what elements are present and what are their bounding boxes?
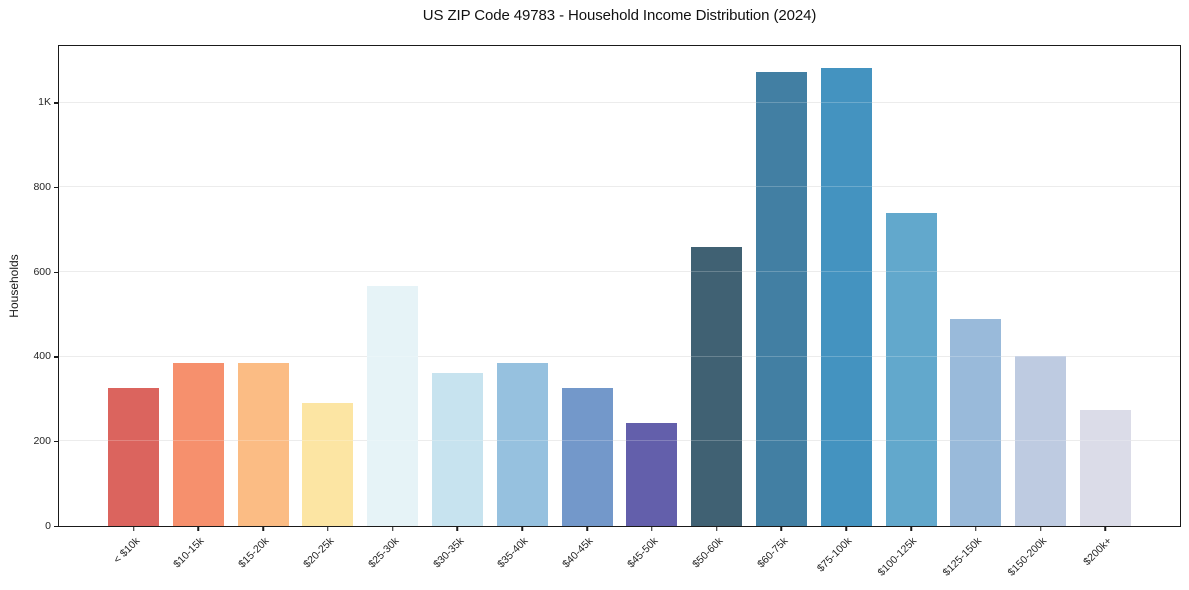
x-tick-mark: [910, 526, 912, 531]
bar: [820, 67, 872, 526]
bar-slot: $150-200k: [1006, 46, 1067, 579]
y-axis-label: Households: [7, 254, 21, 318]
y-axis-ticks: 0 200 400 600 800 1K: [33, 46, 1180, 532]
x-tick-mark: [715, 526, 718, 531]
x-tick-mark: [521, 526, 524, 531]
y-tick-label: 400: [33, 350, 51, 363]
bar-slot: $30-35k: [431, 46, 483, 570]
x-tick-mark: [456, 526, 459, 531]
bar-slot: < $10k: [108, 46, 159, 566]
x-tick-label: $10-15k: [171, 535, 207, 571]
y-tick-mark: [54, 440, 59, 443]
x-tick-mark: [197, 526, 200, 531]
bar: [626, 422, 678, 526]
bar: [108, 387, 159, 526]
x-tick-label: $150-200k: [1005, 535, 1050, 579]
bar-slot: $40-45k: [560, 46, 613, 570]
x-tick-mark: [391, 526, 394, 531]
x-tick-label: $60-75k: [754, 535, 790, 571]
y-tick-label: 1K: [38, 96, 51, 109]
y-tick-label: 200: [33, 434, 51, 447]
x-tick-mark: [132, 526, 135, 531]
x-tick-label: $30-35k: [430, 535, 466, 571]
gridline-overlay: [59, 271, 1180, 273]
x-tick-mark: [845, 526, 848, 531]
plot-area: < $10k $10-15k $15-20k $20-25k $25-30k $30-35…: [33, 45, 1181, 579]
x-tick-label: $125-150k: [940, 535, 985, 579]
y-tick-mark: [54, 186, 59, 189]
x-tick-mark: [327, 526, 329, 531]
y-tick-mark: [54, 356, 59, 358]
x-tick-label: $50-60k: [689, 535, 726, 571]
bar-slot: $10-15k: [171, 46, 224, 570]
gridline: [59, 355, 1180, 357]
x-tick-label: $100-125k: [875, 535, 920, 579]
bar: [755, 71, 807, 526]
x-tick-mark: [975, 526, 977, 531]
bar-slot: $125-150k: [941, 46, 1002, 579]
gridline: [59, 440, 1180, 442]
y-tick-label: 800: [33, 180, 51, 193]
bar: [172, 362, 224, 526]
x-tick-mark: [1039, 526, 1042, 531]
x-tick-mark: [262, 526, 264, 531]
gridlines-under-layer: [59, 46, 1180, 526]
x-tick-label: $35-40k: [495, 535, 531, 571]
bar: [561, 387, 613, 526]
bar: [1015, 355, 1067, 526]
bar-slot: $15-20k: [236, 46, 289, 570]
bar-slot: $60-75k: [755, 46, 807, 570]
bar: [367, 286, 419, 526]
chart-title: US ZIP Code 49783 - Household Income Dis…: [422, 7, 817, 24]
bar: [950, 318, 1002, 526]
x-tick-mark: [780, 526, 783, 531]
bar: [691, 247, 743, 526]
bar: [237, 362, 289, 526]
bar-slot: $25-30k: [366, 46, 419, 570]
bar: [1079, 410, 1131, 526]
gridlines-over-layer: [59, 46, 1180, 526]
y-tick-label: 600: [33, 265, 51, 278]
x-tick-label: $20-25k: [301, 535, 337, 571]
bar: [302, 403, 354, 526]
gridline-overlay: [59, 186, 1180, 188]
x-tick-mark: [651, 526, 653, 531]
gridline: [59, 186, 1180, 188]
x-tick-label: < $10k: [110, 535, 142, 566]
gridline-overlay: [59, 355, 1180, 357]
gridline-overlay: [59, 101, 1180, 103]
x-tick-label: $45-50k: [625, 535, 661, 571]
y-tick-mark: [54, 525, 59, 527]
bar-slot: $45-50k: [625, 46, 678, 570]
y-tick-label: 0: [45, 519, 51, 532]
bar-slot: $35-40k: [495, 46, 548, 570]
bar: [496, 363, 548, 526]
bar: [885, 212, 937, 526]
x-tick-label: $15-20k: [236, 535, 272, 571]
bar-slot: $100-125k: [876, 46, 937, 579]
gridline-overlay: [59, 440, 1180, 442]
x-tick-label: $200k+: [1080, 535, 1114, 569]
bar: [431, 373, 483, 526]
x-tick-label: $40-45k: [560, 535, 596, 571]
bar-slot: $50-60k: [690, 46, 743, 570]
bar-slot: $20-25k: [301, 46, 354, 570]
y-tick-mark: [54, 271, 59, 274]
bars-layer: < $10k $10-15k $15-20k $20-25k $25-30k $30-35…: [59, 46, 1180, 579]
x-tick-mark: [1104, 526, 1107, 531]
bar-slot: $75-100k: [815, 46, 872, 574]
y-tick-mark: [54, 102, 59, 104]
gridline: [59, 101, 1180, 103]
x-tick-mark: [586, 526, 588, 531]
x-tick-label: $75-100k: [815, 535, 855, 575]
gridline: [59, 271, 1180, 273]
bar-slot: $200k+: [1079, 46, 1131, 568]
x-tick-label: $25-30k: [365, 535, 402, 571]
